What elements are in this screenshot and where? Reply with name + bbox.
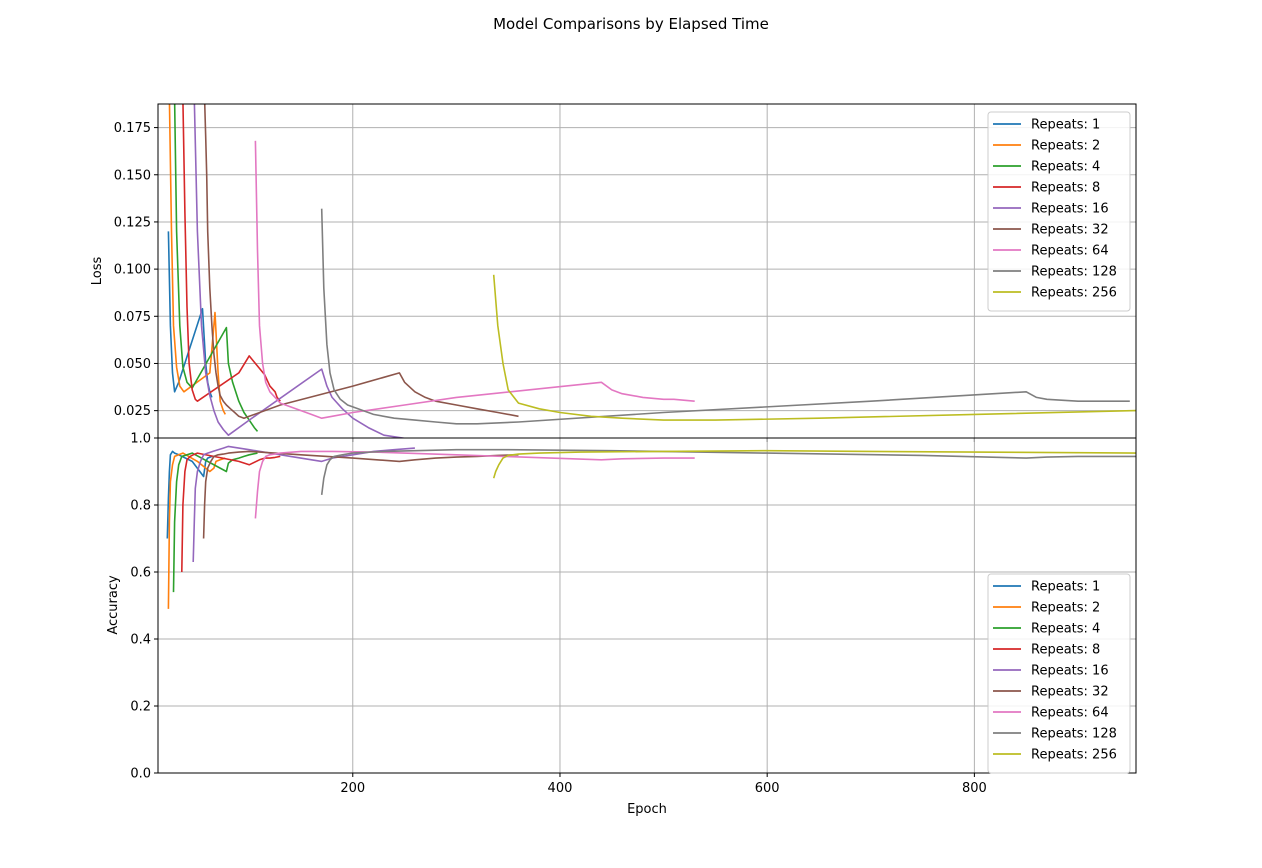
accuracy-legend-label: Repeats: 8 <box>1031 643 1100 658</box>
accuracy-series-line-5 <box>192 445 415 563</box>
accuracy-y-tick-label: 0.0 <box>130 767 151 782</box>
accuracy-legend-label: Repeats: 32 <box>1031 685 1109 700</box>
loss-series-line-2 <box>168 104 227 415</box>
loss-legend-label: Repeats: 4 <box>1031 160 1100 175</box>
loss-legend-label: Repeats: 128 <box>1031 265 1117 280</box>
loss-legend-label: Repeats: 8 <box>1031 181 1100 196</box>
accuracy-legend: Repeats: 1 Repeats: 2 Repeats: 4 Repeats: 8… <box>987 573 1131 774</box>
loss-y-tick-label: 0.050 <box>114 357 151 372</box>
accuracy-series-line-8 <box>320 448 1136 495</box>
accuracy-legend-label: Repeats: 256 <box>1031 748 1117 763</box>
loss-series-line-8 <box>320 208 1130 425</box>
accuracy-legend-label: Repeats: 2 <box>1031 601 1100 616</box>
accuracy-y-tick-label: 0.2 <box>130 700 151 715</box>
loss-legend-label: Repeats: 32 <box>1031 223 1109 238</box>
accuracy-legend-box <box>987 573 1131 774</box>
loss-series-line-6 <box>203 104 519 420</box>
accuracy-y-axis-label: Accuracy <box>106 575 121 635</box>
accuracy-legend-label: Repeats: 4 <box>1031 622 1100 637</box>
loss-legend-label: Repeats: 16 <box>1031 202 1109 217</box>
loss-legend-label: Repeats: 1 <box>1031 118 1100 133</box>
accuracy-series <box>166 445 1136 609</box>
accuracy-y-tick-label: 0.6 <box>130 566 151 581</box>
loss-panel: 0.025 0.050 0.075 0.100 0.125 0.150 0.175 Loss… <box>90 103 1137 442</box>
loss-y-tick-label: 0.025 <box>114 404 151 419</box>
accuracy-legend-label: Repeats: 128 <box>1031 727 1117 742</box>
loss-series-line-5 <box>193 104 408 438</box>
loss-y-tick-label: 0.150 <box>114 168 151 183</box>
loss-y-tick-label: 0.075 <box>114 310 151 325</box>
accuracy-series-line-4 <box>181 452 281 573</box>
accuracy-series-line-3 <box>172 452 258 593</box>
accuracy-series-line-6 <box>202 450 519 539</box>
accuracy-ticks: 200 400 600 800 0.0 0.2 0.4 0.6 0.8 1.0 <box>130 432 986 797</box>
accuracy-axes-frame <box>157 437 1137 774</box>
accuracy-series-line-2 <box>167 452 226 609</box>
accuracy-series-line-7 <box>254 450 695 519</box>
accuracy-y-tick-label: 0.4 <box>130 633 151 648</box>
accuracy-legend-label: Repeats: 64 <box>1031 706 1109 721</box>
loss-series-line-7 <box>254 140 695 420</box>
accuracy-legend-label: Repeats: 1 <box>1031 580 1100 595</box>
accuracy-x-tick-label: 400 <box>548 781 573 796</box>
loss-ticks: 0.025 0.050 0.075 0.100 0.125 0.150 0.175 <box>114 121 975 442</box>
x-axis-label: Epoch <box>627 802 667 817</box>
loss-series <box>167 104 1136 438</box>
loss-y-tick-label: 0.125 <box>114 215 151 230</box>
loss-y-tick-label: 0.175 <box>114 121 151 136</box>
figure-title: Model Comparisons by Elapsed Time <box>493 15 769 33</box>
accuracy-series-line-9 <box>492 449 1136 479</box>
loss-y-tick-label: 0.100 <box>114 263 151 278</box>
loss-legend: Repeats: 1 Repeats: 2 Repeats: 4 Repeats: 8… <box>987 111 1131 312</box>
loss-legend-label: Repeats: 64 <box>1031 244 1109 259</box>
accuracy-x-tick-label: 800 <box>962 781 987 796</box>
loss-y-axis-label: Loss <box>90 257 105 286</box>
accuracy-x-tick-label: 600 <box>755 781 780 796</box>
accuracy-y-tick-label: 1.0 <box>130 432 151 447</box>
loss-legend-label: Repeats: 2 <box>1031 139 1100 154</box>
loss-series-line-9 <box>492 274 1136 421</box>
loss-legend-box <box>987 111 1131 312</box>
accuracy-legend-label: Repeats: 16 <box>1031 664 1109 679</box>
loss-series-line-3 <box>173 104 259 432</box>
accuracy-x-tick-label: 200 <box>340 781 365 796</box>
loss-legend-label: Repeats: 256 <box>1031 286 1117 301</box>
accuracy-y-tick-label: 0.8 <box>130 499 151 514</box>
loss-grid <box>158 104 1136 438</box>
